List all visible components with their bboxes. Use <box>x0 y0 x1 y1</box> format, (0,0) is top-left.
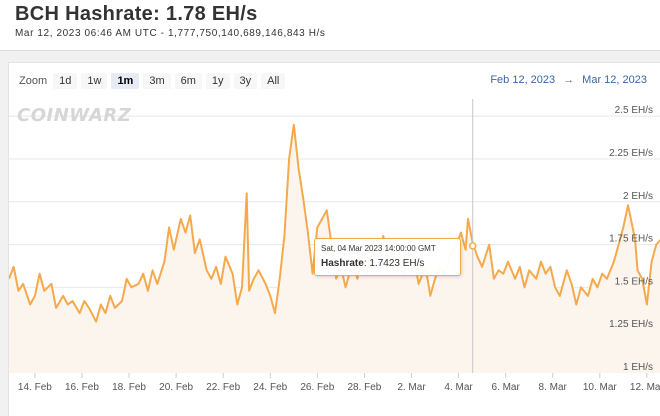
x-tick-label: 4. Mar <box>444 382 473 393</box>
range-arrow-icon: → <box>563 74 575 86</box>
zoom-3m-button[interactable]: 3m <box>143 73 171 89</box>
series-area <box>9 124 660 373</box>
hover-marker <box>468 242 477 250</box>
chart-card: COINWARZ 1 EH/s 1.25 EH/s 1.5 EH/s 1.75 EH/… <box>8 62 660 416</box>
x-tick-label: 28. Feb <box>347 382 381 393</box>
chart-plot[interactable]: COINWARZ 1 EH/s 1.25 EH/s 1.5 EH/s 1.75 EH/… <box>9 63 660 416</box>
y-tick-label: 1.25 EH/s <box>609 319 653 330</box>
zoom-selector: Zoom 1d 1w 1m 3m 6m 1y 3y All <box>19 73 286 89</box>
page-header: BCH Hashrate: 1.78 EH/s Mar 12, 2023 06:… <box>0 0 660 51</box>
range-to-input[interactable]: Mar 12, 2023 <box>582 74 647 86</box>
chart-tooltip: Sat, 04 Mar 2023 14:00:00 GMT Hashrate: … <box>314 238 461 276</box>
x-tick-label: 14. Feb <box>18 382 52 393</box>
x-tick-label: 2. Mar <box>397 382 426 393</box>
hashrate-subtitle: Mar 12, 2023 06:46 AM UTC - 1,777,750,14… <box>15 28 326 39</box>
zoom-all-button[interactable]: All <box>261 73 286 89</box>
x-tick-label: 8. Mar <box>539 382 568 393</box>
x-tick-label: 20. Feb <box>159 382 193 393</box>
tooltip-series-name: Hashrate <box>321 258 364 269</box>
y-axis-labels: 1 EH/s 1.25 EH/s 1.5 EH/s 1.75 EH/s 2 EH/s 2.… <box>609 105 653 373</box>
date-range: Feb 12, 2023 → Mar 12, 2023 <box>490 74 647 86</box>
y-tick-label: 1.75 EH/s <box>609 234 653 245</box>
y-tick-label: 1.5 EH/s <box>615 276 653 287</box>
y-tick-label: 1 EH/s <box>623 362 653 373</box>
series-line <box>9 123 660 323</box>
x-tick-label: 16. Feb <box>65 382 99 393</box>
zoom-1w-button[interactable]: 1w <box>81 73 108 89</box>
y-tick-label: 2 EH/s <box>623 191 653 202</box>
x-tick-label: 12. Mar <box>630 382 660 393</box>
zoom-label: Zoom <box>19 75 48 87</box>
page-title: BCH Hashrate: 1.78 EH/s <box>15 3 258 25</box>
watermark-logo: COINWARZ <box>17 105 132 126</box>
zoom-1d-button[interactable]: 1d <box>53 73 78 89</box>
y-tick-label: 2.5 EH/s <box>615 105 653 116</box>
zoom-1m-button[interactable]: 1m <box>111 73 140 89</box>
y-tick-label: 2.25 EH/s <box>609 148 653 159</box>
x-tick-label: 26. Feb <box>300 382 334 393</box>
zoom-1y-button[interactable]: 1y <box>205 73 230 89</box>
x-tick-label: 10. Mar <box>583 382 618 393</box>
tooltip-series-value: : 1.7423 EH/s <box>363 258 425 269</box>
x-tick-label: 24. Feb <box>253 382 287 393</box>
tooltip-date: Sat, 04 Mar 2023 14:00:00 GMT <box>321 244 436 253</box>
x-tick-label: 22. Feb <box>206 382 240 393</box>
zoom-3y-button[interactable]: 3y <box>233 73 258 89</box>
zoom-6m-button[interactable]: 6m <box>174 73 202 89</box>
x-axis-labels: 14. Feb 16. Feb 18. Feb 20. Feb 22. Feb 24. F… <box>18 373 660 393</box>
range-from-input[interactable]: Feb 12, 2023 <box>490 74 556 86</box>
x-tick-label: 6. Mar <box>491 382 520 393</box>
tooltip-value: Hashrate: 1.7423 EH/s <box>321 258 424 269</box>
x-tick-label: 18. Feb <box>112 382 146 393</box>
